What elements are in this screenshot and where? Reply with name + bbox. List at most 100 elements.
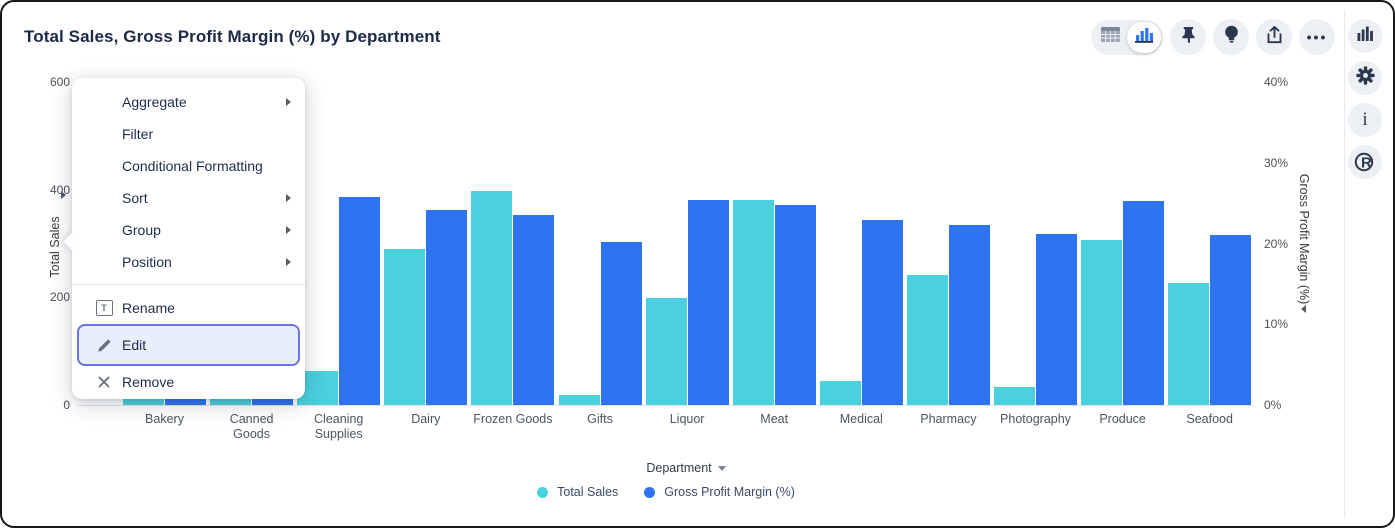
x-axis-title[interactable]: Department bbox=[566, 461, 806, 475]
bar-gross-profit-margin-cleaning-supplies[interactable] bbox=[339, 196, 381, 405]
text-box-icon: T bbox=[94, 300, 114, 316]
bar-gross-profit-margin-pharmacy[interactable] bbox=[948, 224, 990, 405]
x-axis-label-seafood: Seafood bbox=[1186, 412, 1233, 426]
context-menu: Aggregate Filter Conditional Formatting … bbox=[63, 78, 305, 399]
bar-gross-profit-margin-photography[interactable] bbox=[1036, 233, 1077, 405]
legend-label: Total Sales bbox=[557, 485, 619, 499]
pin-button[interactable] bbox=[1170, 19, 1206, 55]
right-axis-tick: 0% bbox=[1264, 398, 1282, 412]
menu-item-label: Rename bbox=[122, 300, 175, 316]
bar-chart-icon bbox=[1135, 27, 1153, 48]
chart-view-button[interactable] bbox=[1127, 21, 1161, 53]
x-axis-label-pharmacy: Pharmacy bbox=[920, 412, 977, 426]
right-axis-title[interactable]: Gross Profit Margin (%) bbox=[1297, 173, 1311, 305]
x-icon bbox=[94, 376, 114, 388]
x-axis-label-liquor: Liquor bbox=[669, 412, 705, 426]
bar-gross-profit-margin-gifts[interactable] bbox=[600, 241, 642, 405]
menu-item-sort[interactable]: Sort bbox=[72, 182, 305, 214]
menu-item-aggregate[interactable]: Aggregate bbox=[72, 86, 305, 118]
x-axis-label-frozen-goods: Frozen Goods bbox=[473, 412, 553, 426]
x-axis-label-bakery: Bakery bbox=[145, 412, 184, 426]
menu-item-label: Remove bbox=[122, 374, 175, 390]
bar-total-sales-pharmacy[interactable] bbox=[906, 275, 948, 405]
right-axis-tick: 10% bbox=[1264, 317, 1289, 332]
menu-item-filter[interactable]: Filter bbox=[72, 118, 305, 150]
bar-total-sales-meat[interactable] bbox=[732, 199, 774, 405]
bar-total-sales-photography[interactable] bbox=[994, 387, 1035, 405]
more-options-icon: ••• bbox=[1306, 29, 1328, 45]
more-options-button[interactable]: ••• bbox=[1299, 19, 1335, 55]
left-axis-tick: 600 bbox=[49, 75, 70, 89]
menu-item-label: Position bbox=[122, 254, 172, 270]
x-axis-label-photography: Photography bbox=[1000, 412, 1071, 426]
bar-gross-profit-margin-meat[interactable] bbox=[774, 204, 816, 405]
chart-toolbar: ••• bbox=[1091, 19, 1335, 55]
left-axis-collapse-icon[interactable] bbox=[61, 191, 66, 199]
bar-gross-profit-margin-seafood[interactable] bbox=[1210, 234, 1252, 405]
legend-dot-teal bbox=[537, 486, 549, 498]
menu-item-position[interactable]: Position bbox=[72, 246, 305, 278]
bar-gross-profit-margin-medical[interactable] bbox=[861, 220, 903, 405]
menu-item-remove[interactable]: Remove bbox=[72, 366, 305, 398]
menu-item-rename[interactable]: T Rename bbox=[72, 292, 305, 324]
chevron-right-icon bbox=[286, 98, 291, 106]
bar-total-sales-produce[interactable] bbox=[1081, 240, 1123, 405]
x-axis-label-canned-goods: Canned Goods bbox=[229, 412, 274, 441]
share-icon bbox=[1266, 25, 1283, 49]
bar-chart-icon bbox=[1357, 26, 1373, 46]
bar-gross-profit-margin-dairy[interactable] bbox=[426, 210, 468, 405]
right-axis-collapse-icon[interactable] bbox=[1301, 305, 1306, 313]
legend-item-total-sales[interactable]: Total Sales bbox=[537, 485, 618, 499]
settings-button[interactable] bbox=[1348, 61, 1382, 95]
menu-item-conditional-formatting[interactable]: Conditional Formatting bbox=[72, 150, 305, 182]
right-axis-tick: 40% bbox=[1264, 75, 1289, 89]
table-view-button[interactable] bbox=[1093, 22, 1127, 53]
menu-item-label: Aggregate bbox=[122, 94, 187, 110]
pin-icon bbox=[1180, 26, 1197, 49]
svg-text:R: R bbox=[1361, 155, 1372, 172]
share-button[interactable] bbox=[1256, 19, 1292, 55]
bar-total-sales-dairy[interactable] bbox=[384, 248, 426, 405]
bar-gross-profit-margin-frozen-goods[interactable] bbox=[513, 215, 555, 405]
bar-total-sales-liquor[interactable] bbox=[645, 297, 687, 405]
right-rail: i R bbox=[1348, 19, 1382, 179]
bar-total-sales-medical[interactable] bbox=[819, 380, 861, 405]
x-axis-title-label: Department bbox=[646, 461, 712, 475]
chevron-down-icon bbox=[717, 466, 726, 471]
bar-total-sales-frozen-goods[interactable] bbox=[471, 191, 513, 405]
right-axis-tick: 20% bbox=[1264, 236, 1289, 251]
info-button[interactable]: i bbox=[1348, 103, 1382, 137]
page-title: Total Sales, Gross Profit Margin (%) by … bbox=[24, 27, 441, 46]
left-axis-tick: 200 bbox=[49, 290, 70, 305]
chevron-right-icon bbox=[286, 194, 291, 202]
menu-item-label: Filter bbox=[122, 126, 154, 142]
lightbulb-button[interactable] bbox=[1213, 19, 1249, 55]
chart-panel-button[interactable] bbox=[1348, 19, 1382, 53]
right-axis-tick: 30% bbox=[1264, 155, 1289, 170]
bar-gross-profit-margin-produce[interactable] bbox=[1123, 200, 1165, 405]
menu-item-edit[interactable]: Edit bbox=[77, 324, 300, 366]
pencil-icon bbox=[94, 338, 114, 353]
table-icon bbox=[1100, 27, 1120, 47]
info-icon: i bbox=[1362, 109, 1368, 130]
panel-divider bbox=[1344, 10, 1345, 518]
legend-item-gross-profit-margin[interactable]: Gross Profit Margin (%) bbox=[644, 485, 795, 499]
menu-item-label: Conditional Formatting bbox=[122, 158, 263, 174]
r-logo-button[interactable]: R bbox=[1348, 145, 1382, 179]
menu-item-group[interactable]: Group bbox=[72, 214, 305, 246]
x-axis-label-medical: Medical bbox=[839, 412, 883, 426]
left-axis-title[interactable]: Total Sales bbox=[48, 216, 62, 278]
x-axis-label-produce: Produce bbox=[1099, 412, 1146, 426]
x-axis-label-meat: Meat bbox=[760, 412, 789, 426]
legend-dot-blue bbox=[644, 486, 656, 498]
r-logo-icon: R bbox=[1354, 151, 1376, 173]
legend-label: Gross Profit Margin (%) bbox=[664, 485, 795, 499]
x-axis-label-dairy: Dairy bbox=[411, 412, 441, 426]
x-axis-label-cleaning-supplies: Cleaning Supplies bbox=[314, 412, 364, 441]
bar-total-sales-gifts[interactable] bbox=[558, 394, 600, 405]
chevron-right-icon bbox=[286, 258, 291, 266]
bar-total-sales-seafood[interactable] bbox=[1168, 282, 1210, 405]
settings-gear-icon bbox=[1355, 65, 1376, 91]
bar-gross-profit-margin-liquor[interactable] bbox=[687, 199, 729, 405]
